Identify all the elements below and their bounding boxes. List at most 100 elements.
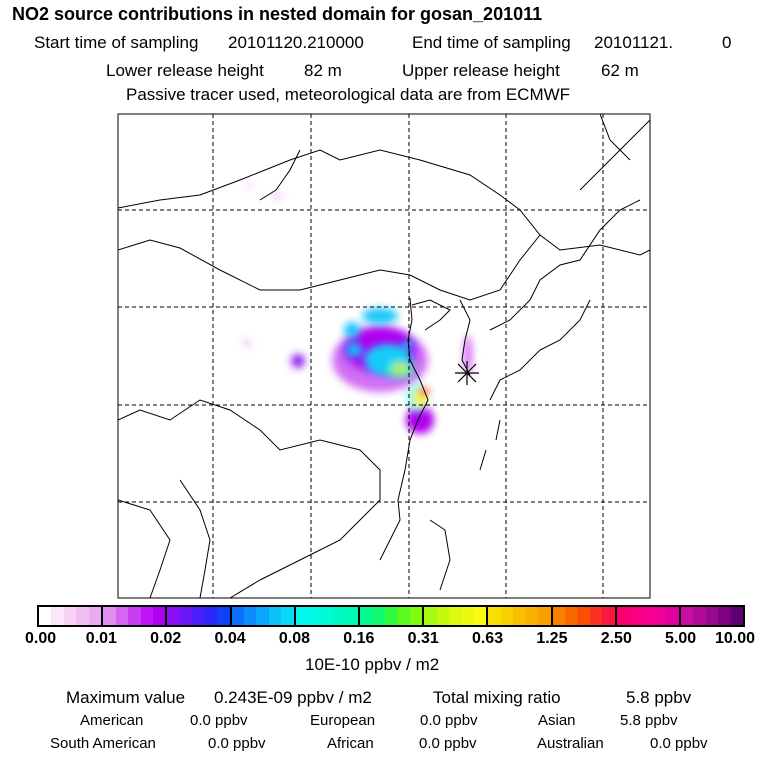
map-frame xyxy=(117,113,651,599)
colorbar-swatch xyxy=(730,607,744,625)
colorbar-swatch xyxy=(449,607,462,625)
colorbar-swatch xyxy=(409,607,423,625)
lower-height-label: Lower release height xyxy=(106,61,264,80)
max-value-label: Maximum value xyxy=(66,688,186,707)
region-value: 0.0 ppbv xyxy=(190,712,248,729)
colorbar-swatch xyxy=(128,607,141,625)
colorbar-swatch xyxy=(577,607,590,625)
end-time-value-2: 0 xyxy=(722,33,732,52)
asterisk-icon xyxy=(455,361,479,385)
colorbar-swatch xyxy=(500,607,514,625)
colorbar-tick-label: 1.25 xyxy=(536,630,568,647)
colorbar-swatch xyxy=(179,607,193,625)
tracer-note: Passive tracer used, meteorological data… xyxy=(126,85,571,104)
region-name: European xyxy=(310,712,376,729)
colorbar-swatch xyxy=(217,607,230,625)
colorbar-tick-label: 0.02 xyxy=(150,630,182,647)
region-name: American xyxy=(80,712,144,729)
colorbar-swatch xyxy=(281,607,294,625)
colorbar-swatch xyxy=(473,607,487,625)
colorbar-swatch xyxy=(589,607,603,625)
colorbar-swatch xyxy=(231,607,244,625)
colorbar-swatch xyxy=(256,607,269,625)
colorbar-swatch xyxy=(564,607,578,625)
colorbar-segment xyxy=(167,607,232,625)
colorbar-segment xyxy=(295,607,360,625)
colorbar-swatch xyxy=(666,607,679,625)
colorbar-segment xyxy=(231,607,296,625)
colorbar-tick-label: 5.00 xyxy=(665,630,697,647)
colorbar-swatch xyxy=(424,607,437,625)
colorbar-tick-label: 10.00 xyxy=(714,630,755,647)
colorbar-swatch xyxy=(372,607,385,625)
region-value: 5.8 ppbv xyxy=(620,712,678,729)
colorbar-swatch xyxy=(333,607,346,625)
colorbar-segment xyxy=(616,607,681,625)
colorbar-swatch xyxy=(488,607,501,625)
colorbar-swatch xyxy=(244,607,257,625)
start-time-value: 20101120.210000 xyxy=(228,33,364,52)
region-value: 0.0 ppbv xyxy=(208,735,266,752)
colorbar-swatch xyxy=(320,607,334,625)
colorbar-swatch xyxy=(602,607,615,625)
colorbar-tick-label: 0.31 xyxy=(407,630,439,647)
region-value: 0.0 ppbv xyxy=(420,712,478,729)
lower-height-value: 82 m xyxy=(304,61,342,80)
colorbar-swatch xyxy=(552,607,565,625)
colorbar-swatch xyxy=(308,607,321,625)
colorbar-segment xyxy=(552,607,617,625)
colorbar-tick-label: 0.63 xyxy=(471,630,504,647)
plume-layer xyxy=(243,183,472,434)
colorbar-swatch xyxy=(693,607,706,625)
colorbar-units: 10E-10 ppbv / m2 xyxy=(305,655,440,674)
colorbar-segment xyxy=(39,607,104,625)
region-name: African xyxy=(327,735,374,752)
colorbar-swatch xyxy=(345,607,358,625)
colorbar-swatch xyxy=(629,607,642,625)
colorbar-swatch xyxy=(51,607,64,625)
colorbar-segment xyxy=(680,607,744,625)
plot-title: NO2 source contributions in nested domai… xyxy=(12,4,543,24)
colorbar-swatch xyxy=(436,607,449,625)
upper-height-value: 62 m xyxy=(601,61,639,80)
colorbar-swatch xyxy=(680,607,694,625)
colorbar-swatch xyxy=(616,607,630,625)
region-value: 0.0 ppbv xyxy=(650,735,708,752)
colorbar-swatch xyxy=(705,607,719,625)
region-name: Asian xyxy=(538,712,576,729)
colorbar-tick-label: 0.16 xyxy=(343,630,375,647)
colorbar-swatch xyxy=(39,607,52,625)
colorbar-tick-label: 0.00 xyxy=(24,630,57,647)
colorbar-swatch xyxy=(525,607,539,625)
colorbar-swatch xyxy=(103,607,116,625)
colorbar-swatch xyxy=(654,607,667,625)
colorbar xyxy=(37,605,745,627)
colorbar-swatch xyxy=(204,607,218,625)
colorbar-swatch xyxy=(461,607,474,625)
colorbar-tick-label: 2.50 xyxy=(600,630,632,647)
max-value: 0.243E-09 ppbv / m2 xyxy=(214,688,372,707)
colorbar-swatch xyxy=(63,607,77,625)
colorbar-swatch xyxy=(192,607,205,625)
colorbar-swatch xyxy=(167,607,180,625)
colorbar-segment xyxy=(488,607,553,625)
total-mixing-value: 5.8 ppbv xyxy=(626,688,692,707)
colorbar-swatch xyxy=(76,607,89,625)
colorbar-tick-label: 0.04 xyxy=(214,630,246,647)
colorbar-swatch xyxy=(359,607,373,625)
colorbar-swatch xyxy=(397,607,410,625)
colorbar-swatch xyxy=(140,607,153,625)
colorbar-tick-label: 0.08 xyxy=(278,630,311,647)
region-name: South American xyxy=(50,735,156,752)
colorbar-swatch xyxy=(641,607,654,625)
colorbar-segment xyxy=(359,607,425,625)
coastlines xyxy=(118,114,650,598)
colorbar-segment xyxy=(103,607,168,625)
colorbar-swatch xyxy=(384,607,398,625)
end-time-label: End time of sampling xyxy=(412,33,571,52)
colorbar-swatch xyxy=(268,607,282,625)
colorbar-swatch xyxy=(513,607,526,625)
colorbar-tick-label: 0.01 xyxy=(85,630,117,647)
